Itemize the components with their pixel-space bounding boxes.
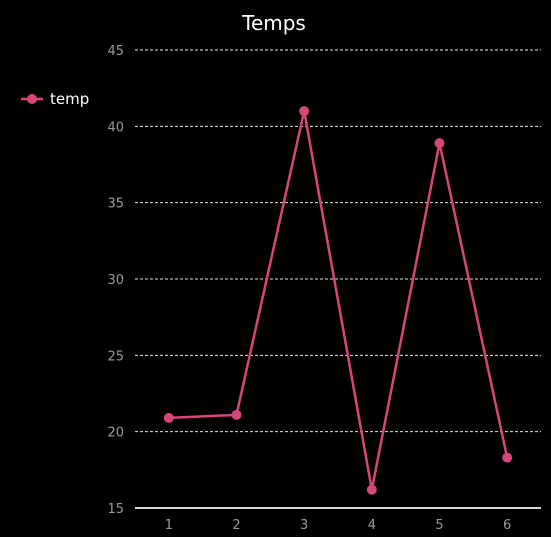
- y-axis-ticks: 15 20 25 30 35 40 45: [107, 44, 124, 517]
- y-tick-label: 15: [107, 502, 124, 517]
- x-tick-label: 3: [300, 518, 308, 533]
- series-layer: [164, 106, 512, 495]
- legend-label: temp: [50, 90, 89, 108]
- y-tick-label: 35: [107, 197, 124, 212]
- x-tick-label: 5: [435, 518, 443, 533]
- y-tick-label: 45: [107, 44, 124, 59]
- x-axis-ticks: 1 2 3 4 5 6: [165, 518, 512, 533]
- legend[interactable]: temp: [21, 90, 89, 108]
- chart-title: Temps: [241, 11, 306, 35]
- x-tick-label: 1: [165, 518, 173, 533]
- grid-layer: [135, 50, 541, 508]
- data-point[interactable]: [232, 410, 242, 420]
- data-point[interactable]: [299, 106, 309, 116]
- x-tick-label: 6: [503, 518, 511, 533]
- y-tick-label: 20: [107, 426, 124, 441]
- data-point[interactable]: [502, 453, 512, 463]
- data-point[interactable]: [435, 138, 445, 148]
- y-tick-label: 30: [107, 273, 124, 288]
- y-tick-label: 40: [107, 120, 124, 135]
- x-tick-label: 2: [232, 518, 240, 533]
- x-tick-label: 4: [368, 518, 376, 533]
- data-point[interactable]: [367, 485, 377, 495]
- y-tick-label: 25: [107, 349, 124, 364]
- series-line-temp: [169, 111, 507, 490]
- legend-swatch-marker: [27, 94, 37, 104]
- data-point[interactable]: [164, 413, 174, 423]
